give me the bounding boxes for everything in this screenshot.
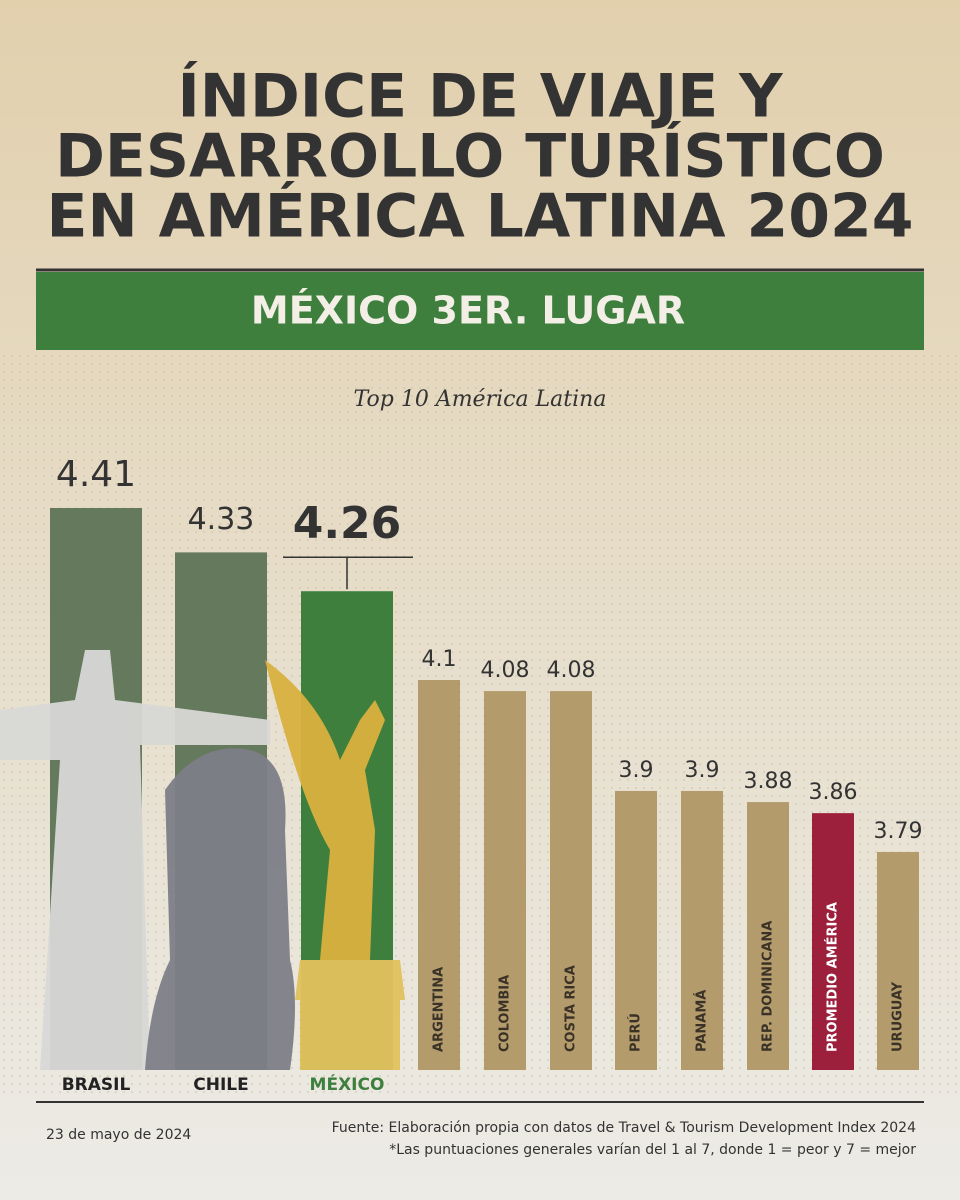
bar (550, 691, 592, 1070)
category-label: COSTA RICA (564, 965, 579, 1052)
value-label: 4.33 (188, 502, 255, 537)
value-label: 4.26 (293, 498, 402, 549)
statue-angel (265, 660, 385, 960)
statues (0, 650, 405, 1070)
value-label: 3.79 (874, 819, 923, 844)
value-label: 3.86 (809, 780, 858, 805)
title-line: DESARROLLO TURÍSTICO (55, 120, 885, 192)
category-label: PERÚ (628, 1013, 644, 1052)
source-note: *Las puntuaciones generales varían del 1… (389, 1142, 916, 1158)
statue-base (295, 960, 405, 1070)
category-label: REP. DOMINICANA (761, 921, 776, 1052)
category-label: BRASIL (62, 1075, 131, 1095)
category-label: MÉXICO (310, 1073, 385, 1095)
value-label: 3.88 (744, 769, 793, 794)
bar (812, 813, 854, 1070)
value-label: 3.9 (685, 758, 720, 783)
statue-christ (0, 650, 270, 1070)
statue-moai (145, 748, 295, 1070)
title-line: EN AMÉRICA LATINA 2024 (47, 180, 914, 252)
value-label: 3.9 (619, 758, 654, 783)
date: 23 de mayo de 2024 (46, 1127, 191, 1143)
banner-text: MÉXICO 3ER. LUGAR (251, 289, 685, 333)
source: Fuente: Elaboración propia con datos de … (332, 1120, 916, 1136)
bar (877, 852, 919, 1070)
category-label: COLOMBIA (498, 975, 513, 1052)
category-label: ARGENTINA (432, 967, 447, 1052)
value-label: 4.41 (56, 454, 136, 495)
label-bracket (283, 556, 413, 590)
bar (484, 691, 526, 1070)
chart-subtitle: Top 10 América Latina (354, 387, 607, 412)
category-label: URUGUAY (891, 981, 906, 1052)
bar (747, 802, 789, 1070)
bar (615, 790, 657, 1070)
value-label: 4.08 (547, 658, 596, 683)
title-line: ÍNDICE DE VIAJE Y (177, 60, 784, 132)
value-label: 4.1 (422, 647, 457, 672)
bar (418, 680, 460, 1070)
bar (681, 790, 723, 1070)
value-label: 4.08 (481, 658, 530, 683)
banner (36, 272, 924, 350)
category-label: PANAMÁ (694, 990, 710, 1052)
category-label: PROMEDIO AMÉRICA (825, 902, 841, 1052)
category-label: CHILE (193, 1075, 248, 1095)
